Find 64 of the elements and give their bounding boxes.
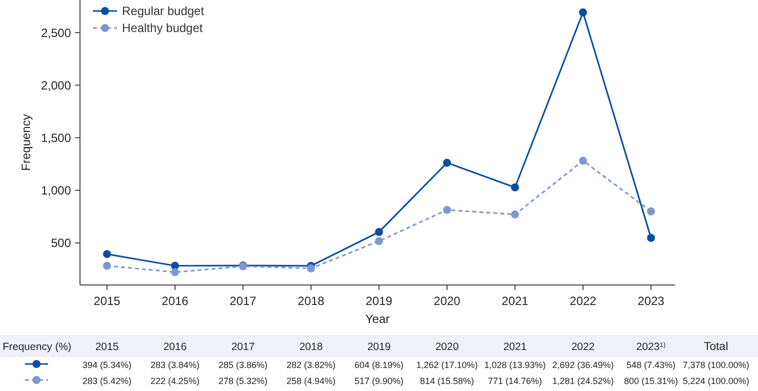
point: [647, 234, 655, 242]
category-label: 2020: [435, 341, 459, 353]
legend-label: Regular budget: [122, 4, 205, 18]
y-tick-label: 500: [50, 236, 72, 250]
text: 7,378 (100.00%): [682, 360, 750, 370]
data-label: 2,692 (36.49%): [552, 360, 614, 370]
point: [375, 237, 383, 246]
x-tick-label: 2020: [434, 294, 461, 308]
point: [375, 228, 383, 236]
data-label: 394 (5.34%): [82, 360, 132, 370]
x-tick-label: 2015: [94, 294, 121, 308]
x-tick-label: 2022: [570, 294, 597, 308]
y-tick-label: 1,500: [40, 130, 72, 145]
category-label: 2021: [503, 341, 527, 353]
legend-label: Healthy budget: [122, 21, 204, 36]
point: [579, 8, 587, 16]
y-tick-label: 2,500: [40, 26, 72, 40]
y-tick-label: 1,000: [40, 184, 72, 198]
point: [443, 206, 451, 214]
category-label: 2016: [163, 341, 187, 353]
point: [443, 158, 451, 167]
data-label: 1,281 (24.52%): [552, 376, 614, 386]
data-label: 285 (3.86%): [218, 360, 268, 370]
category-label: 2023: [636, 341, 660, 353]
category-label: 2018: [299, 341, 323, 353]
x-tick-label: 2017: [230, 294, 257, 308]
data-label: 604 (8.19%): [354, 360, 404, 370]
data-label: 814 (15.58%): [420, 376, 474, 386]
x-tick-label: 2019: [366, 294, 393, 308]
text: Frequency (%): [2, 341, 72, 353]
y-tick-label: 2,000: [40, 78, 72, 92]
data-label: 282 (3.82%): [286, 360, 336, 370]
point: [579, 156, 587, 165]
x-tick-label: 2018: [298, 294, 325, 308]
data-label: 548 (7.43%): [626, 360, 676, 370]
x-tick-label: 2016: [162, 294, 189, 308]
data-label: 283 (5.42%): [82, 376, 132, 386]
category-label: 2019: [367, 341, 391, 353]
category-label: 2017: [231, 341, 255, 353]
point: [307, 264, 315, 272]
text: Total: [704, 341, 728, 353]
data-label: 278 (5.32%): [218, 376, 268, 386]
x-tick-label: 2023: [638, 294, 665, 308]
x-tick-label: 2021: [502, 294, 529, 308]
data-label: 800 (15.31%): [624, 376, 678, 386]
text: 5,224 (100.00%): [682, 376, 750, 386]
point: [103, 250, 111, 258]
text: 1): [660, 342, 666, 348]
point: [647, 207, 655, 216]
data-label: 517 (9.90%): [354, 376, 404, 386]
point: [511, 183, 519, 192]
data-label: 1,262 (17.10%): [416, 360, 478, 370]
data-label: 771 (14.76%): [488, 376, 542, 386]
category-label: 2015: [95, 341, 119, 353]
data-label: 1,028 (13.93%): [484, 360, 546, 370]
point: [171, 268, 179, 276]
data-label: 258 (4.94%): [286, 376, 336, 386]
data-label: 222 (4.25%): [150, 376, 200, 386]
category-label: 2022: [571, 341, 595, 353]
data-label: 283 (3.84%): [150, 360, 200, 370]
y-axis-title: Frequency: [19, 114, 33, 171]
point: [511, 210, 519, 218]
point: [103, 262, 111, 270]
x-axis-title: Year: [365, 312, 390, 326]
